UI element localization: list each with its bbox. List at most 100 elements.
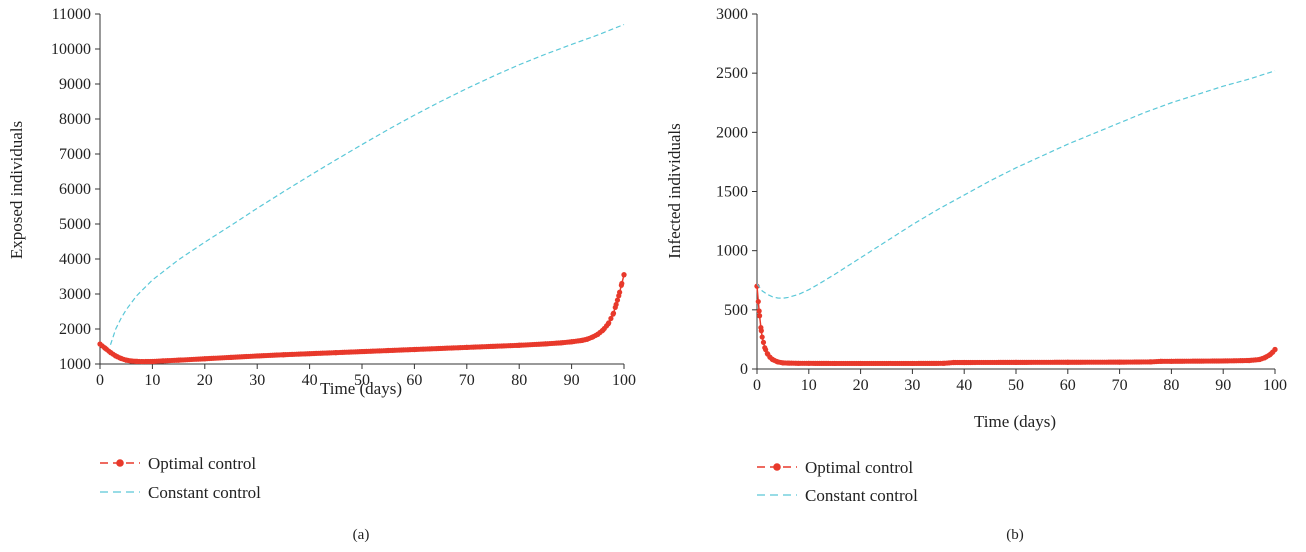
y-tick-label: 11000: [52, 6, 91, 23]
y-tick-label: 3000: [716, 6, 748, 23]
data-point: [107, 349, 114, 356]
data-point: [1246, 357, 1252, 364]
x-tick-label: 100: [612, 372, 636, 389]
x-tick-label: 10: [144, 372, 160, 389]
data-point: [616, 293, 622, 299]
x-tick-label: 20: [853, 377, 869, 394]
data-point: [795, 360, 802, 366]
data-point: [618, 282, 624, 288]
data-point: [608, 315, 614, 322]
data-point: [762, 345, 768, 351]
legend-label-constant: Constant control: [148, 483, 261, 502]
data-point: [1065, 359, 1071, 365]
data-point: [149, 358, 155, 365]
series-line-optimal-control: [756, 286, 1276, 365]
y-tick-label: 1000: [59, 356, 91, 373]
panel-b-series-layer: [754, 70, 1278, 367]
data-point: [758, 324, 764, 331]
x-tick-label: 60: [1060, 377, 1076, 394]
data-point: [97, 341, 103, 347]
data-point: [254, 353, 260, 359]
data-point: [610, 310, 617, 316]
legend-swatch-optimal: [757, 463, 797, 471]
x-tick-label: 90: [1215, 377, 1231, 394]
data-point: [832, 360, 838, 367]
y-tick-label: 500: [724, 302, 748, 319]
panel-b-xlabel: Time (days): [974, 412, 1056, 431]
data-point: [490, 343, 496, 349]
data-point: [595, 331, 601, 337]
panel-b-label: (b): [1006, 527, 1024, 543]
series-line-constant-control: [756, 70, 1276, 299]
data-point: [775, 359, 781, 365]
data-point: [600, 327, 606, 333]
data-point: [1158, 358, 1164, 364]
data-point: [909, 360, 916, 367]
panel-a: 0 10 20 30 40 50 60 70 80 90 100 1000 2000 3000 4000 50…: [7, 6, 636, 543]
x-tick-label: 0: [96, 372, 104, 389]
data-point: [785, 360, 791, 366]
data-point: [579, 337, 585, 343]
y-tick-label: 5000: [59, 216, 91, 233]
data-point: [1013, 359, 1019, 365]
y-tick-label: 6000: [59, 181, 91, 198]
x-tick-label: 100: [1263, 377, 1287, 394]
data-point: [542, 341, 549, 347]
legend-label-optimal: Optimal control: [148, 454, 256, 473]
data-point: [438, 345, 444, 352]
data-point: [160, 358, 166, 364]
y-tick-label: 1500: [716, 184, 748, 201]
data-point: [1117, 359, 1123, 365]
data-point: [614, 297, 621, 303]
data-point: [176, 357, 182, 363]
data-point: [940, 360, 947, 366]
data-point: [756, 308, 762, 314]
panel-a-label: (a): [353, 527, 370, 543]
legend-label-constant: Constant control: [805, 486, 918, 505]
data-point: [516, 342, 522, 348]
panel-b-axes: 0 10 20 30 40 50 60 70 80 90 100050010001500200025…: [716, 6, 1287, 394]
x-tick-label: 80: [1163, 377, 1179, 394]
series-line-constant-control: [109, 23, 625, 345]
data-point: [333, 350, 339, 356]
data-point: [858, 360, 864, 367]
data-point: [558, 340, 564, 346]
data-point: [613, 301, 619, 308]
data-point: [605, 321, 611, 327]
y-tick-label: 2000: [716, 124, 748, 141]
x-tick-label: 30: [249, 372, 265, 389]
series-markers-optimal-control: [754, 283, 1278, 367]
data-point: [755, 298, 761, 305]
data-point: [123, 357, 129, 363]
data-point: [759, 334, 765, 340]
panel-b-ylabel: Infected individuals: [665, 123, 684, 259]
data-point: [202, 356, 208, 362]
x-tick-label: 0: [753, 377, 761, 394]
data-point: [1262, 355, 1268, 361]
data-point: [1256, 356, 1263, 363]
y-tick-label: 1000: [716, 243, 748, 260]
legend-label-optimal: Optimal control: [805, 458, 913, 477]
x-tick-label: 70: [1112, 377, 1128, 394]
y-tick-label: 7000: [59, 146, 91, 163]
series-markers-optimal-control: [97, 272, 627, 365]
data-point: [961, 359, 967, 366]
y-tick-label: 3000: [59, 286, 91, 303]
data-point: [589, 334, 596, 340]
data-point: [307, 351, 313, 357]
y-tick-label: 2500: [716, 65, 748, 82]
data-point: [359, 348, 365, 355]
data-point: [113, 353, 119, 359]
x-tick-label: 40: [956, 377, 972, 394]
data-point: [1220, 358, 1226, 364]
x-tick-label: 40: [302, 372, 318, 389]
data-point: [464, 344, 470, 350]
data-point: [1168, 358, 1174, 364]
data-point: [756, 313, 763, 319]
data-point: [102, 345, 108, 351]
data-point: [621, 272, 627, 278]
data-point: [1272, 346, 1278, 353]
data-point: [1148, 359, 1154, 365]
